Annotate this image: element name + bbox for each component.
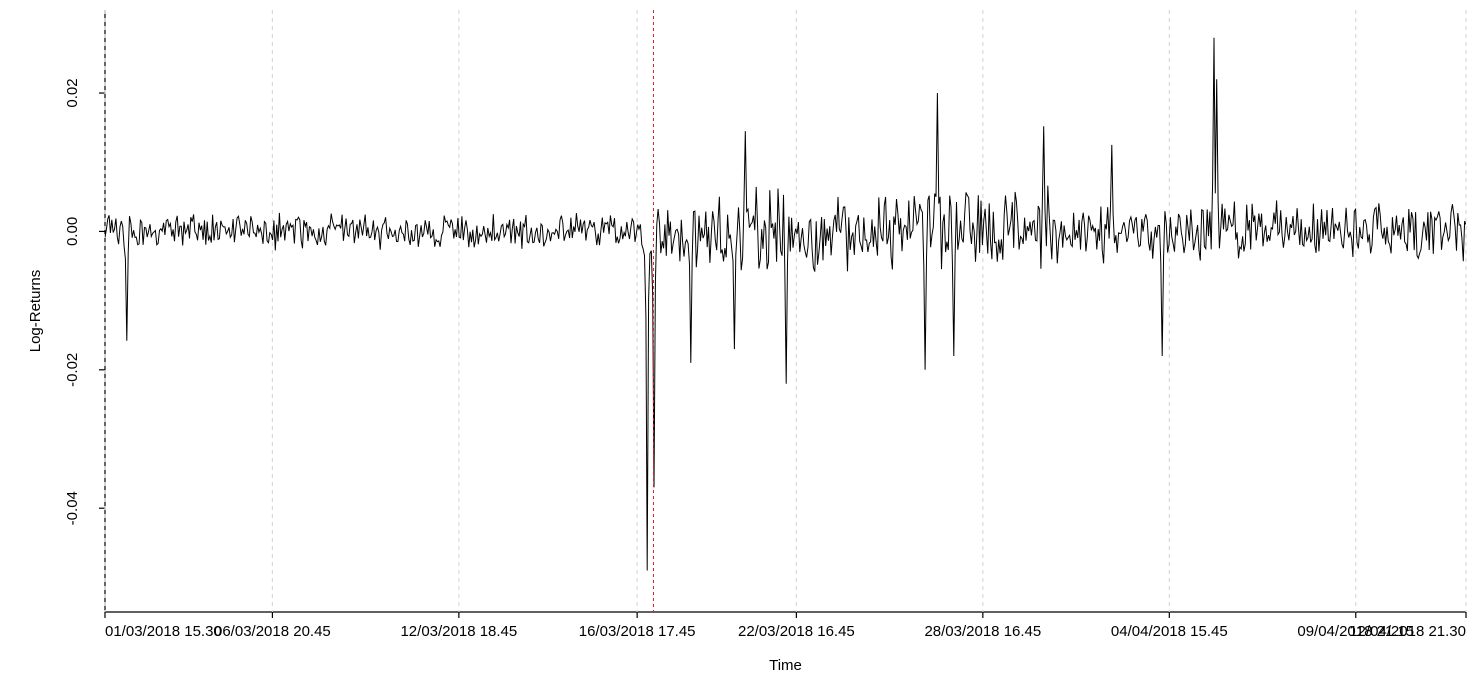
y-tick-label: 0.02 [64, 78, 81, 107]
x-tick-label: 06/03/2018 20.45 [214, 623, 331, 640]
log-returns-chart: -0.04 -0.02 0.00 0.02 01/03/2018 15.3006/03/… [0, 0, 1481, 697]
x-tick-label: 12/04/2018 21.30 [1349, 623, 1466, 640]
x-tick-label: 28/03/2018 16.45 [924, 623, 1041, 640]
chart-container: -0.04 -0.02 0.00 0.02 01/03/2018 15.3006/03/… [0, 0, 1481, 697]
x-tick-label: 22/03/2018 16.45 [738, 623, 855, 640]
y-tick-label: 0.00 [64, 217, 81, 246]
chart-background [0, 0, 1481, 697]
y-tick-label: -0.02 [64, 353, 81, 387]
y-tick-label: -0.04 [64, 491, 81, 525]
x-tick-label: 16/03/2018 17.45 [579, 623, 696, 640]
x-tick-label: 12/03/2018 18.45 [400, 623, 517, 640]
y-axis-label: Log-Returns [27, 270, 44, 353]
x-tick-label: 01/03/2018 15.30 [105, 623, 222, 640]
x-axis-label: Time [769, 657, 802, 674]
x-tick-label: 04/04/2018 15.45 [1111, 623, 1228, 640]
